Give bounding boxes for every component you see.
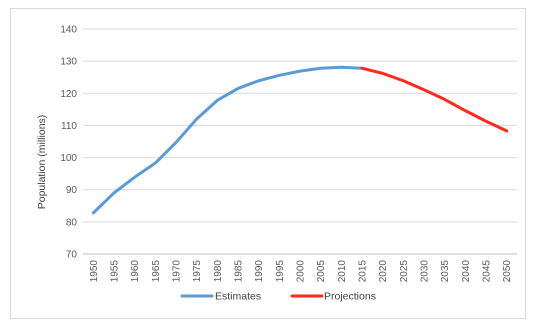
x-tick-label: 1975 [192,260,203,283]
data-point [92,211,95,214]
series-lines [92,66,508,215]
x-tick-label: 1990 [254,260,265,283]
data-point [216,99,219,102]
series-line-estimates [93,67,362,213]
gridlines [83,29,517,254]
data-point [195,118,198,121]
x-tick-label: 1970 [172,260,183,283]
x-tick-label: 2045 [482,260,493,283]
data-point [423,88,426,91]
data-point [340,66,343,69]
data-point [257,79,260,82]
data-point [154,162,157,165]
y-tick-label: 100 [60,153,77,164]
x-tick-label: 2005 [316,260,327,283]
data-point [443,98,446,101]
x-tick-label: 1960 [130,260,141,283]
x-tick-label: 2015 [358,260,369,283]
y-tick-label: 70 [66,250,78,261]
y-axis-title: Population (millions) [36,115,48,210]
x-tick-label: 1995 [275,260,286,283]
x-tick-label: 2035 [440,260,451,283]
y-tick-label: 110 [61,121,77,132]
x-tick-label: 1985 [234,260,245,283]
y-tick-label: 120 [60,89,77,100]
x-tick-label: 1950 [89,260,100,283]
data-point [278,74,281,77]
data-point [133,176,136,179]
data-point [319,67,322,70]
legend: Estimates Projections [182,291,376,303]
x-tick-label: 2000 [296,260,307,283]
x-tick-label: 1965 [151,260,162,283]
x-axis-tick-labels: 1950 1955 1960 1965 1970 1975 1980 1985 1990 1995… [89,260,513,283]
x-tick-label: 2050 [502,260,513,283]
data-point [381,72,384,75]
x-tick-label: 2010 [337,260,348,283]
y-tick-label: 90 [66,185,78,196]
x-tick-label: 2025 [399,260,410,283]
y-tick-label: 140 [60,25,77,36]
x-tick-label: 2020 [378,260,389,283]
data-point [402,79,405,82]
y-tick-label: 130 [60,57,77,68]
data-point [237,87,240,90]
x-tick-label: 1980 [213,260,224,283]
legend-label-projections: Projections [324,291,376,303]
chart-area: 70 80 90 100 110 120 130 140 1950 1955 1960 1965 19… [10,8,526,319]
legend-label-estimates: Estimates [215,291,261,303]
x-tick-label: 1955 [110,260,121,283]
data-point [485,120,488,123]
data-point [113,191,116,194]
x-tick-label: 2040 [461,260,472,283]
data-point [299,70,302,73]
data-point [464,109,467,112]
data-point [505,129,508,132]
data-point [175,141,178,144]
x-tick-label: 2030 [420,260,431,283]
y-tick-label: 80 [66,217,78,228]
y-axis-tick-labels: 70 80 90 100 110 120 130 140 [60,25,77,261]
data-point [361,67,364,70]
